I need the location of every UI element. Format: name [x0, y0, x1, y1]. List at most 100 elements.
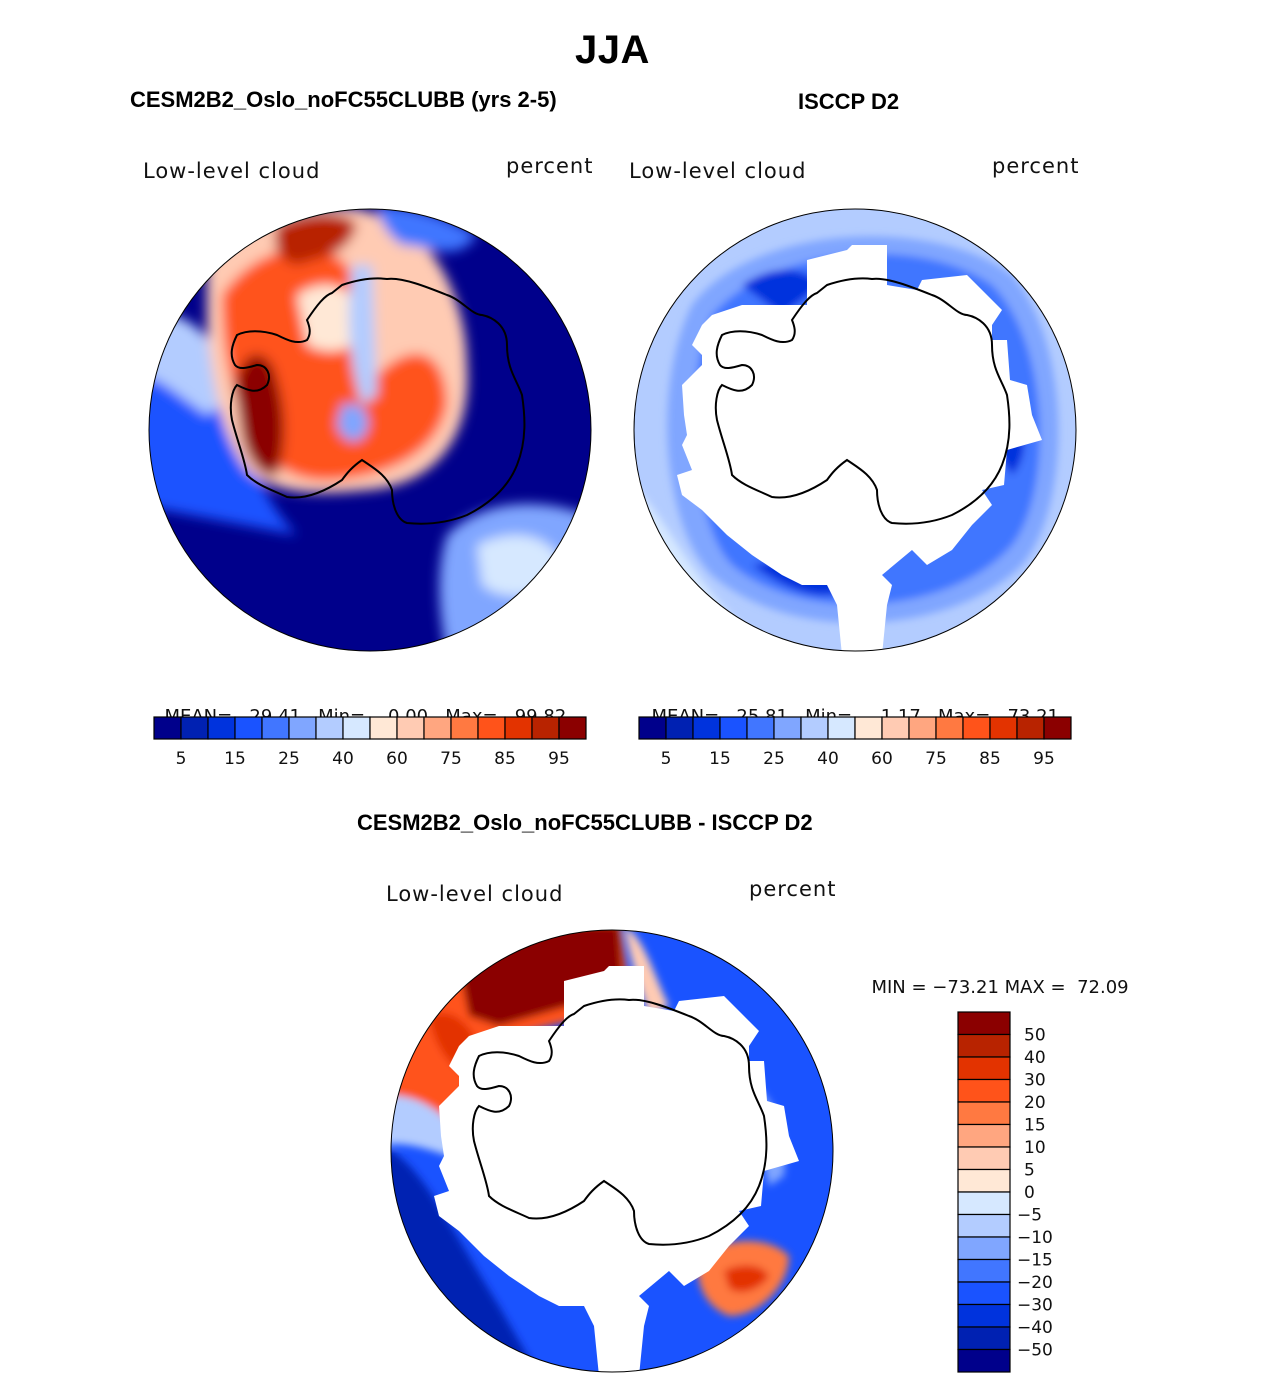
panel2-colorbar-tick-label: 40 [817, 749, 839, 769]
panel3-colorbar-tick-label: −15 [1017, 1251, 1053, 1271]
panel3-colorbar-swatch [957, 1146, 1011, 1171]
panel2-colorbar-swatch [1043, 716, 1072, 740]
panel3-colorbar-swatch [957, 1056, 1011, 1081]
panel3-colorbar-tick-label: 50 [1024, 1026, 1046, 1046]
panel2-colorbar-tick-label: 60 [871, 749, 893, 769]
panel1-colorbar-tick-label: 60 [386, 749, 408, 769]
panel2-colorbar-swatch [1016, 716, 1045, 740]
panel1-units-label: percent [506, 154, 594, 178]
panel2-colorbar-tick-label: 95 [1033, 749, 1055, 769]
panel1-colorbar-tick-label: 25 [278, 749, 300, 769]
panel2-colorbar-swatch [638, 716, 667, 740]
panel3-missing-data-mask [434, 966, 799, 1376]
panel2-colorbar-swatch [935, 716, 964, 740]
panel1-colorbar-tick-label: 95 [548, 749, 570, 769]
panel3-colorbar-tick-label: −30 [1017, 1296, 1053, 1316]
panel2-colorbar-swatch [773, 716, 802, 740]
panel1-blue-swirl [337, 403, 368, 442]
panel1-colorbar-swatch [504, 716, 533, 740]
panel2-units-label: percent [992, 154, 1080, 178]
panel1-colorbar-tick-label: 85 [494, 749, 516, 769]
panel1-blue-cut [349, 265, 377, 405]
panel3-colorbar-tick-label: 5 [1024, 1161, 1035, 1181]
panel1-colorbar-swatch [261, 716, 290, 740]
panel3-colorbar-swatch [957, 1348, 1011, 1373]
panel3-colorbar-swatch [957, 1281, 1011, 1306]
panel2-colorbar-swatch [881, 716, 910, 740]
panel1-colorbar-swatch [369, 716, 398, 740]
panel3-colorbar-tick-label: −10 [1017, 1228, 1053, 1248]
panel1-colorbar-swatch [342, 716, 371, 740]
panel3-colorbar-swatch [957, 1303, 1011, 1328]
panel3-colorbar-swatch [957, 1011, 1011, 1036]
panel1-variable-label: Low-level cloud [143, 159, 321, 183]
panel3-map [390, 929, 834, 1376]
panel3-colorbar-tick-label: 40 [1024, 1048, 1046, 1068]
panel3-colorbar-swatch [957, 1191, 1011, 1216]
panel2-map [633, 208, 1077, 655]
panel1-colorbar-swatch [396, 716, 425, 740]
panel3-units-label: percent [749, 877, 837, 901]
panel3-colorbar-swatch [957, 1326, 1011, 1351]
panel2-ring-dark-patch-n [742, 270, 822, 315]
panel3-min-label: MIN = [871, 977, 927, 998]
panel3-variable-label: Low-level cloud [386, 882, 564, 906]
panel3-north-transition [624, 930, 669, 1016]
panel3-max-value: 72.09 [1077, 977, 1129, 998]
panel3-colorbar-swatch [957, 1258, 1011, 1283]
panel1-colorbar-swatch [234, 716, 263, 740]
panel1-colorbar-swatch [315, 716, 344, 740]
panel3-colorbar-tick-label: 10 [1024, 1138, 1046, 1158]
panel1-map-border [148, 208, 592, 652]
panel1-map [148, 208, 592, 652]
panel3-max-label: MAX = [1004, 977, 1066, 998]
panel1-colorbar-swatch [153, 716, 182, 740]
panel3-title: CESM2B2_Oslo_noFC55CLUBB - ISCCP D2 [357, 810, 813, 835]
panel1-colorbar-tick-label: 15 [224, 749, 246, 769]
panel3-colorbar-tick-label: −20 [1017, 1273, 1053, 1293]
panel3-map-border [390, 929, 834, 1373]
panel2-map-border [633, 208, 1077, 652]
panel2-title: ISCCP D2 [798, 89, 900, 114]
panel1-colorbar-swatch [207, 716, 236, 740]
panel3-colorbar-swatch [957, 1101, 1011, 1126]
figure-title: JJA [575, 28, 650, 72]
panel3-colorbar-tick-label: −5 [1017, 1206, 1042, 1226]
panel1-colorbar-swatch [288, 716, 317, 740]
panel2-colorbar-swatch [989, 716, 1018, 740]
panel3-colorbar-swatch [957, 1123, 1011, 1148]
panel1-colorbar-swatch [180, 716, 209, 740]
panel1-colorbar-swatch [450, 716, 479, 740]
panel2-missing-data-mask [677, 245, 1042, 655]
panel1-colorbar-tick-label: 5 [176, 749, 187, 769]
panel3-colorbar-swatch [957, 1033, 1011, 1058]
panel3-colorbar-tick-label: 20 [1024, 1093, 1046, 1113]
panel1-antarctica-coastline [229, 277, 526, 525]
panel3-stats: MIN = −73.21 MAX = 72.09 [860, 956, 1129, 998]
panel3-antarctica-coastline [471, 998, 768, 1246]
panel3-min-value: −73.21 [932, 977, 999, 998]
panel1-darkred-region [235, 354, 284, 476]
panel2-colorbar-swatch [827, 716, 856, 740]
panel3-colorbar-tick-label: −50 [1017, 1341, 1053, 1361]
panel2-colorbar-tick-label: 75 [925, 749, 947, 769]
panel1-east-blue-edge [377, 209, 477, 252]
panel1-colorbar-tick-label: 75 [440, 749, 462, 769]
panel3-colorbar-swatch [957, 1078, 1011, 1103]
panel2-colorbar-swatch [854, 716, 883, 740]
panel3-se-hot [724, 1265, 769, 1292]
panel1-pale-center [297, 285, 362, 351]
panel3-colorbar-tick-label: 0 [1024, 1183, 1035, 1203]
panel1-title: CESM2B2_Oslo_noFC55CLUBB (yrs 2-5) [130, 87, 557, 112]
panel1-colorbar-swatch [531, 716, 560, 740]
panel3-colorbar-swatch [957, 1213, 1011, 1238]
panel2-colorbar-tick-label: 85 [979, 749, 1001, 769]
panel3-colorbar-swatch [957, 1236, 1011, 1261]
panel2-colorbar-swatch [719, 716, 748, 740]
panel1-colorbar-swatch [423, 716, 452, 740]
panel1-colorbar-swatch [477, 716, 506, 740]
panel2-colorbar-swatch [665, 716, 694, 740]
panel2-colorbar-tick-label: 25 [763, 749, 785, 769]
panel2-colorbar-swatch [908, 716, 937, 740]
